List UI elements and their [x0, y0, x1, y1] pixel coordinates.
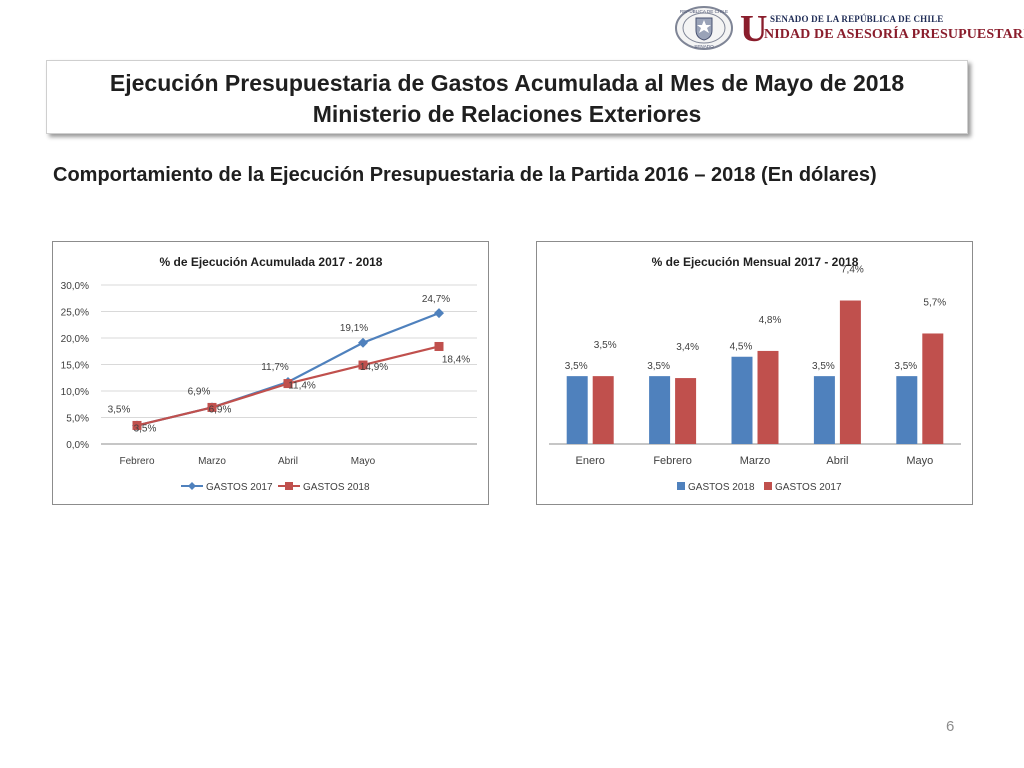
data-point-square: [207, 402, 217, 412]
chart-title: % de Ejecución Mensual 2017 - 2018: [652, 255, 859, 269]
bar: [839, 300, 861, 444]
page-number: 6: [946, 718, 955, 735]
x-tick-label: Mayo: [351, 456, 376, 467]
monthly-bar-chart-svg: % de Ejecución Mensual 2017 - 2018 Enero 3…: [549, 255, 961, 493]
title-box: Ejecución Presupuestaria de Gastos Acumu…: [46, 60, 968, 134]
legend-marker-square: [285, 482, 293, 490]
slide-title-line2: Ministerio de Relaciones Exteriores: [312, 101, 702, 127]
data-label: 19,1%: [340, 323, 368, 334]
bar: [649, 376, 671, 444]
data-label: 3,5%: [812, 361, 835, 372]
data-label: 4,8%: [759, 315, 782, 326]
org-bottom-line: NIDAD DE ASESORÍA PRESUPUESTARIA: [764, 27, 1024, 42]
y-tick-label: 15,0%: [61, 361, 89, 372]
bar: [757, 350, 779, 444]
seal-text-bottom: SENADO: [694, 44, 714, 49]
y-tick-label: 25,0%: [61, 308, 89, 319]
data-point-square: [358, 360, 368, 370]
x-tick-label: Abril: [826, 455, 848, 467]
data-point-square: [434, 341, 444, 351]
legend-label: GASTOS 2017: [775, 482, 842, 493]
bar: [896, 376, 918, 444]
y-tick-label: 30,0%: [61, 281, 89, 292]
y-tick-label: 10,0%: [61, 387, 89, 398]
bar: [731, 356, 753, 444]
x-tick-label: Enero: [576, 455, 605, 467]
legend-label: GASTOS 2017: [206, 482, 273, 493]
data-label: 7,4%: [841, 265, 864, 276]
bar: [592, 376, 614, 444]
x-tick-label: Marzo: [198, 456, 226, 467]
senate-seal-icon: REPÚBLICA DE CHILE SENADO: [675, 6, 733, 50]
y-tick-label: 20,0%: [61, 334, 89, 345]
org-initial: U: [740, 8, 768, 50]
data-point-square: [132, 420, 142, 430]
data-label: 3,5%: [108, 404, 131, 415]
legend-swatch: [764, 482, 772, 490]
data-label: 14,9%: [360, 362, 388, 373]
org-name: U SENADO DE LA REPÚBLICA DE CHILE NIDAD …: [740, 8, 1024, 52]
data-label: 18,4%: [442, 354, 470, 365]
bar: [922, 333, 944, 444]
data-label: 3,5%: [647, 361, 670, 372]
cumulative-line-chart: % de Ejecución Acumulada 2017 - 2018 0,0%…: [52, 241, 489, 505]
seal-text-top: REPÚBLICA DE CHILE: [680, 8, 728, 14]
data-label: 3,5%: [565, 361, 588, 372]
data-label: 6,9%: [188, 386, 211, 397]
slide-subtitle: Comportamiento de la Ejecución Presupues…: [53, 164, 877, 186]
data-label: 24,7%: [422, 294, 450, 305]
legend-swatch: [677, 482, 685, 490]
data-label: 3,4%: [676, 342, 699, 353]
data-label: 3,5%: [894, 361, 917, 372]
data-label: 11,7%: [261, 362, 289, 373]
bar: [813, 376, 835, 444]
legend-marker-diamond: [188, 482, 196, 490]
data-label: 4,5%: [730, 342, 753, 353]
x-tick-label: Marzo: [740, 455, 771, 467]
legend-label: GASTOS 2018: [688, 482, 755, 493]
data-label: 3,5%: [134, 423, 157, 434]
x-tick-label: Abril: [278, 456, 298, 467]
bar: [566, 376, 588, 444]
legend-label: GASTOS 2018: [303, 482, 370, 493]
x-tick-label: Febrero: [653, 455, 692, 467]
data-point-diamond: [358, 337, 368, 348]
cumulative-line-chart-svg: % de Ejecución Acumulada 2017 - 2018 0,0%…: [61, 255, 477, 493]
y-tick-label: 0,0%: [66, 440, 89, 451]
org-top-line: SENADO DE LA REPÚBLICA DE CHILE: [770, 14, 944, 24]
data-point-diamond: [434, 308, 444, 319]
x-tick-label: Mayo: [906, 455, 933, 467]
y-tick-label: 5,0%: [66, 414, 89, 425]
senate-logo: REPÚBLICA DE CHILE SENADO U SENADO DE LA…: [672, 4, 1024, 54]
data-label: 6,9%: [209, 404, 232, 415]
data-label: 5,7%: [923, 297, 946, 308]
bar: [675, 378, 697, 444]
slide-title-line1: Ejecución Presupuestaria de Gastos Acumu…: [109, 70, 905, 96]
data-label: 3,5%: [594, 340, 617, 351]
chart-title: % de Ejecución Acumulada 2017 - 2018: [160, 255, 383, 269]
x-tick-label: Febrero: [119, 456, 154, 467]
monthly-bar-chart: % de Ejecución Mensual 2017 - 2018 Enero 3…: [536, 241, 973, 505]
data-point-square: [283, 379, 293, 389]
data-label: 11,4%: [288, 381, 316, 392]
